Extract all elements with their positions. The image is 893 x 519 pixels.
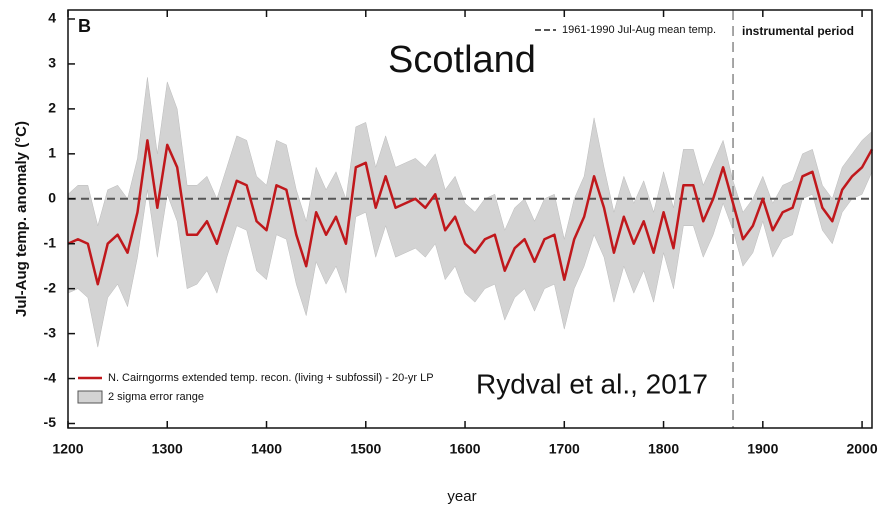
y-tick-label: 0 <box>48 189 56 205</box>
y-tick-label: 4 <box>48 10 56 26</box>
x-axis-label: year <box>447 488 476 505</box>
x-tick-label: 1900 <box>747 441 778 457</box>
panel-label: B <box>78 16 91 36</box>
x-tick-label: 1400 <box>251 441 282 457</box>
y-tick-label: -5 <box>44 414 57 430</box>
x-tick-label: 1700 <box>549 441 580 457</box>
legend-label: 2 sigma error range <box>108 391 204 403</box>
y-tick-label: -4 <box>44 369 57 385</box>
annotation: Rydval et al., 2017 <box>476 368 708 399</box>
y-tick-label: 3 <box>48 55 56 71</box>
chart-title: Scotland <box>388 39 536 81</box>
y-tick-label: -1 <box>44 234 57 250</box>
x-tick-label: 2000 <box>846 441 877 457</box>
period-label: instrumental period <box>742 24 854 38</box>
error-band <box>67 77 873 348</box>
y-tick-label: -3 <box>44 324 57 340</box>
reference-label: 1961-1990 Jul-Aug mean temp. <box>562 24 716 36</box>
x-tick-label: 1800 <box>648 441 679 457</box>
x-tick-label: 1300 <box>152 441 183 457</box>
y-tick-label: 2 <box>48 100 56 116</box>
series-line <box>67 139 874 286</box>
legend-label: N. Cairngorms extended temp. recon. (liv… <box>108 372 434 384</box>
legend-band <box>77 390 103 404</box>
y-axis-label: Jul-Aug temp. anomaly (°C) <box>13 121 30 317</box>
x-tick-label: 1600 <box>449 441 480 457</box>
plot-frame <box>67 9 873 429</box>
x-tick-label: 1200 <box>52 441 83 457</box>
y-tick-label: -2 <box>44 279 57 295</box>
y-tick-label: 1 <box>48 145 56 161</box>
x-tick-label: 1500 <box>350 441 381 457</box>
